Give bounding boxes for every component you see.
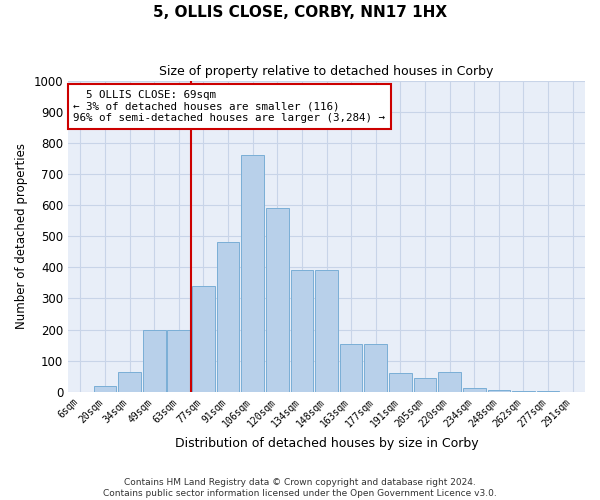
Bar xyxy=(118,372,141,392)
Bar xyxy=(488,390,510,392)
Title: Size of property relative to detached houses in Corby: Size of property relative to detached ho… xyxy=(160,65,494,78)
Bar xyxy=(217,242,239,392)
Bar xyxy=(290,270,313,392)
Bar xyxy=(438,372,461,392)
X-axis label: Distribution of detached houses by size in Corby: Distribution of detached houses by size … xyxy=(175,437,478,450)
Text: 5, OLLIS CLOSE, CORBY, NN17 1HX: 5, OLLIS CLOSE, CORBY, NN17 1HX xyxy=(153,5,447,20)
Bar xyxy=(167,330,190,392)
Bar xyxy=(241,156,264,392)
Bar xyxy=(389,373,412,392)
Y-axis label: Number of detached properties: Number of detached properties xyxy=(15,143,28,329)
Bar xyxy=(266,208,289,392)
Bar xyxy=(512,391,535,392)
Text: 5 OLLIS CLOSE: 69sqm
← 3% of detached houses are smaller (116)
96% of semi-detac: 5 OLLIS CLOSE: 69sqm ← 3% of detached ho… xyxy=(73,90,385,123)
Bar xyxy=(537,391,559,392)
Bar xyxy=(463,388,485,392)
Bar xyxy=(94,386,116,392)
Bar xyxy=(340,344,362,392)
Bar xyxy=(364,344,387,392)
Bar xyxy=(192,286,215,392)
Text: Contains HM Land Registry data © Crown copyright and database right 2024.
Contai: Contains HM Land Registry data © Crown c… xyxy=(103,478,497,498)
Bar xyxy=(143,330,166,392)
Bar xyxy=(413,378,436,392)
Bar xyxy=(315,270,338,392)
